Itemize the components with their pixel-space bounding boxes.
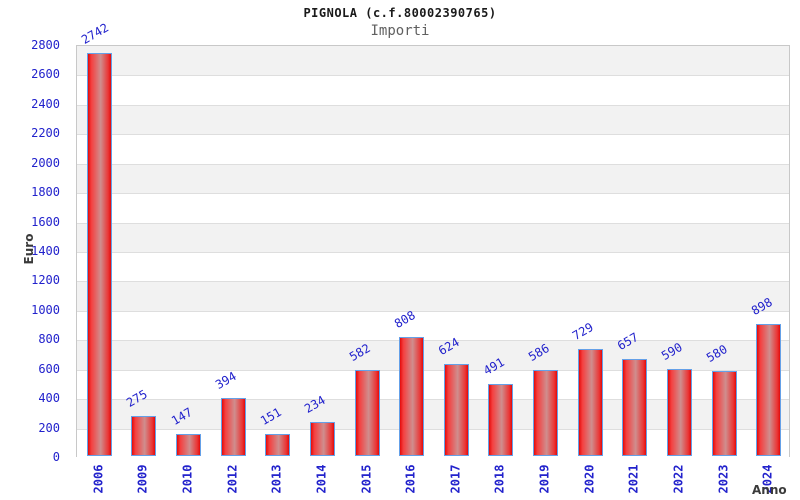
bar [354, 370, 380, 456]
bar [443, 364, 469, 456]
grid-band [77, 163, 789, 194]
bar [666, 369, 692, 456]
plot-area: 2742 275 147 394 151 234 582 808 624 491 586 729 657… [76, 20, 790, 458]
x-tick-label: 2013 [269, 464, 284, 494]
y-tick-label: 2600 [31, 67, 60, 82]
grid-band [77, 46, 789, 76]
y-tick-label: 2800 [31, 38, 60, 52]
grid-line [77, 222, 789, 224]
y-tick-label: 1800 [31, 185, 60, 200]
x-tick-label: 2021 [626, 464, 641, 494]
grid-line [77, 428, 789, 430]
bar [131, 415, 157, 456]
grid-band [77, 340, 789, 370]
grid-band [77, 104, 789, 135]
x-tick-label: 2018 [492, 464, 507, 494]
grid-line [77, 163, 789, 165]
x-tick-label: 2022 [671, 464, 686, 494]
y-tick-label: 1600 [31, 214, 60, 229]
x-tick-label: 2017 [448, 464, 463, 494]
y-tick-label: 400 [38, 391, 60, 406]
grid-line [77, 193, 789, 195]
y-tick-label: 0 [52, 450, 60, 464]
grid-line [77, 134, 789, 136]
grid-line [77, 340, 789, 342]
bar [756, 323, 782, 456]
grid-line [77, 75, 789, 77]
grid-band [77, 252, 789, 282]
y-tick-label: 2400 [31, 96, 60, 111]
x-tick-label: 2014 [314, 464, 329, 494]
y-tick-label: 200 [38, 420, 60, 435]
grid-band [77, 281, 789, 311]
grid-line [77, 252, 789, 253]
grid-band [77, 222, 789, 252]
bar [265, 433, 291, 456]
x-tick-label: 2020 [582, 464, 597, 494]
x-tick-label: 2019 [537, 464, 552, 494]
grid-band [77, 75, 789, 105]
grid-line [77, 310, 789, 312]
x-tick-label: 2016 [403, 464, 418, 494]
grid-band [77, 310, 789, 341]
bar [309, 421, 335, 456]
y-tick-label: 2000 [31, 155, 60, 170]
bar [220, 398, 246, 456]
grid-line [77, 104, 789, 106]
x-tick-label: 2009 [135, 464, 150, 494]
grid-line [77, 281, 789, 283]
x-tick-label: 2012 [225, 464, 240, 494]
x-axis-label: Anno [752, 483, 787, 497]
bar [488, 383, 514, 456]
y-tick-label: 1200 [31, 273, 60, 288]
bar [533, 369, 559, 456]
y-tick-label: 800 [38, 332, 60, 347]
y-tick-label: 2200 [31, 126, 60, 141]
x-tick-label: 2010 [180, 464, 195, 494]
bar [577, 348, 603, 456]
bar [86, 52, 112, 456]
bar [622, 359, 648, 456]
x-tick-label: 2006 [91, 464, 106, 494]
y-tick-label: 1000 [31, 302, 60, 317]
y-tick-label: 600 [38, 361, 60, 376]
y-tick-label: 1400 [31, 244, 60, 258]
bar [399, 337, 425, 456]
chart-title: PIGNOLA (c.f.80002390765) [303, 6, 497, 20]
grid-band [77, 134, 789, 164]
x-tick-label: 2023 [716, 464, 731, 494]
grid-band [77, 193, 789, 223]
bar [176, 434, 202, 456]
grid-line [77, 369, 789, 371]
grid-line [77, 399, 789, 401]
x-tick-label: 2015 [359, 464, 374, 494]
bar [711, 370, 737, 456]
chart-subtitle: Importi [370, 23, 430, 39]
